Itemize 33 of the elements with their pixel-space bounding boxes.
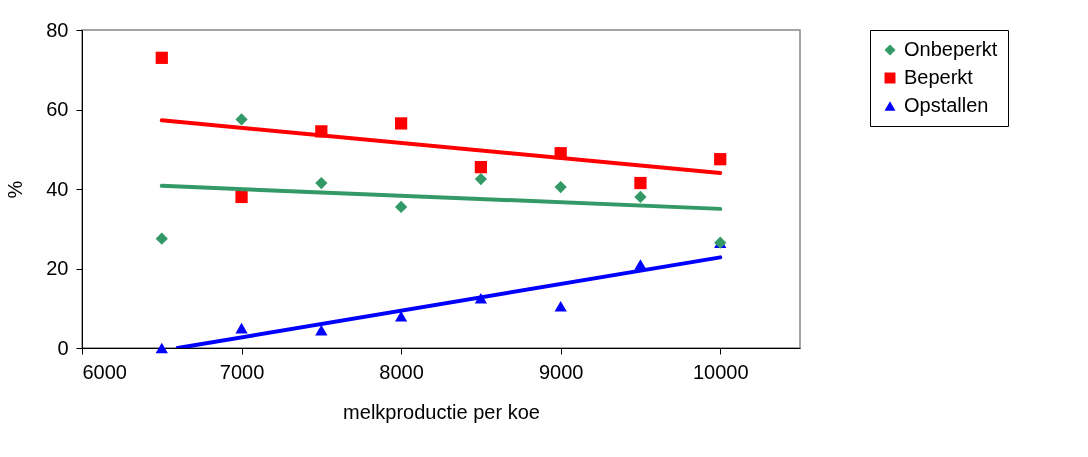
point	[554, 300, 567, 312]
point	[394, 200, 408, 214]
point	[394, 117, 408, 130]
point	[474, 172, 488, 186]
point	[474, 161, 488, 174]
point	[315, 324, 328, 336]
point	[634, 176, 647, 190]
y-tick-label: 40	[46, 177, 69, 200]
y-tick-label: 0	[57, 336, 69, 359]
x-tick-label: 8000	[379, 360, 424, 383]
legend-label: Onbeperkt	[904, 38, 998, 60]
point	[155, 51, 168, 64]
y-tick-label: 20	[46, 257, 69, 279]
x-axis-title: melkproductie per koe	[343, 400, 540, 423]
point	[394, 310, 408, 322]
point	[155, 342, 168, 354]
y-tick-label: 80	[46, 18, 69, 41]
x-tick-label: 9000	[538, 360, 584, 383]
legend-label: Beperkt	[904, 66, 974, 88]
point	[155, 232, 168, 245]
point	[235, 190, 248, 204]
y-axis-title: %	[4, 180, 27, 199]
point	[235, 322, 248, 334]
y-tick-label: 60	[46, 98, 69, 120]
point	[714, 153, 727, 166]
point	[634, 190, 647, 204]
point	[235, 113, 248, 126]
legend-label: Opstallen	[904, 94, 989, 116]
point	[315, 176, 328, 190]
x-tick-label: 6000	[82, 360, 127, 383]
point	[554, 180, 567, 194]
x-tick-label: 10000	[692, 360, 749, 383]
x-tick-label: 7000	[219, 360, 265, 383]
